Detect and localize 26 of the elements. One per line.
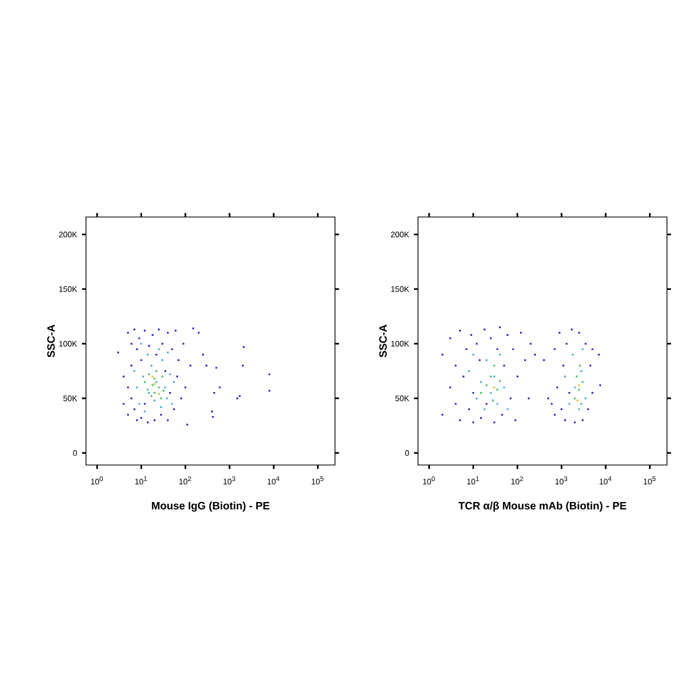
y-tick-label: 150K: [59, 286, 78, 292]
y-tick-label: 150K: [391, 286, 410, 292]
x-tick-label: 10$^{5}$: [312, 476, 324, 484]
x-tick-label: 10$^{2}$: [179, 476, 192, 484]
y-tick-label: 50K: [395, 396, 410, 402]
y-tick-label: 0: [405, 450, 409, 456]
x-tick-label: 10$^{3}$: [224, 476, 236, 484]
y-tick-label: 100K: [59, 340, 78, 347]
y-tick-label: 0: [73, 450, 77, 456]
x-tick-label: 10$^{2}$: [511, 476, 524, 484]
y-tick-label: 200K: [59, 232, 78, 238]
x-axis-title: Mouse IgG (Biotin) - PE: [152, 502, 270, 512]
x-tick-label: 10$^{1}$: [135, 476, 147, 484]
x-axis-title: TCR α/β Mouse mAb (Biotin) - PE: [458, 502, 626, 512]
x-tick-label: 10$^{0}$: [91, 476, 103, 484]
x-tick-label: 10$^{0}$: [423, 476, 435, 484]
y-tick-label: 100K: [391, 340, 410, 347]
y-tick-label: 200K: [391, 232, 410, 238]
y-axis-title: SSC-A: [47, 324, 55, 358]
x-tick-label: 10$^{4}$: [600, 476, 612, 484]
y-tick-label: 50K: [63, 396, 78, 402]
x-tick-label: 10$^{1}$: [467, 476, 479, 484]
y-axis-title: SSC-A: [379, 324, 387, 358]
x-tick-label: 10$^{5}$: [644, 476, 656, 484]
x-tick-label: 10$^{4}$: [268, 476, 280, 484]
x-tick-label: 10$^{3}$: [556, 476, 568, 484]
